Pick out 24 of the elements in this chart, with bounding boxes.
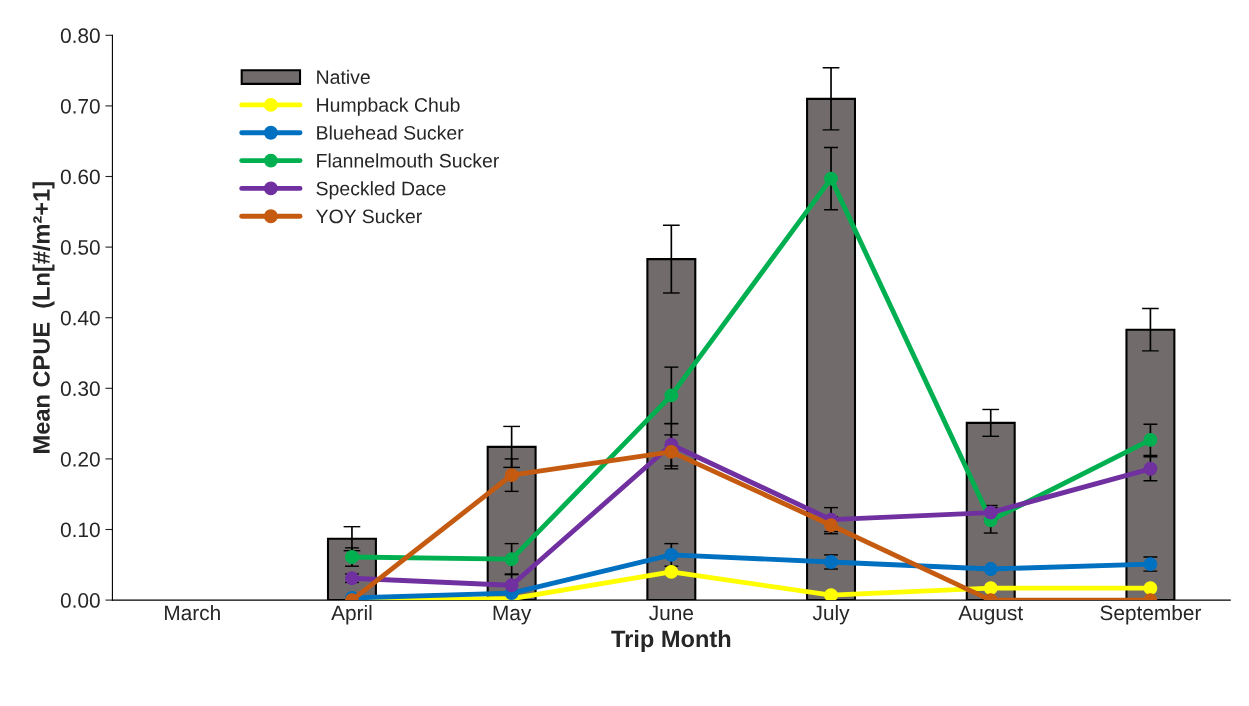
y-tick-label: 0.80: [60, 28, 100, 44]
x-axis-title: Trip Month: [611, 629, 731, 652]
legend-label: Flannelmouth Sucker: [317, 153, 499, 168]
y-tick-label: 0.10: [60, 522, 100, 538]
x-tick-label: July: [812, 604, 850, 625]
y-tick-label: 0.70: [60, 98, 100, 114]
legend-label: Speckled Dace: [316, 181, 446, 200]
x-tick-label: September: [1100, 604, 1202, 625]
legend-label: YOY Sucker: [316, 208, 422, 224]
x-tick-label: August: [958, 605, 1023, 625]
x-tick-label: June: [649, 605, 693, 621]
y-tick-label: 0.60: [60, 169, 100, 185]
legend-label: Native: [317, 69, 370, 85]
x-tick-label: April: [331, 604, 372, 625]
legend-label: Bluehead Sucker: [317, 125, 464, 140]
y-axis-title: Mean CPUE (Ln[#/m²+1]: [32, 182, 55, 453]
y-tick-label: 0.50: [60, 240, 100, 255]
x-tick-label: May: [493, 605, 532, 625]
y-tick-label: 0.30: [60, 381, 100, 397]
x-tick-label: March: [165, 604, 220, 621]
y-tick-label: 0.20: [60, 451, 100, 467]
y-tick-label: 0.40: [60, 310, 100, 326]
y-tick-label: 0.00: [60, 593, 100, 608]
legend-label: Humpback Chub: [317, 97, 460, 116]
